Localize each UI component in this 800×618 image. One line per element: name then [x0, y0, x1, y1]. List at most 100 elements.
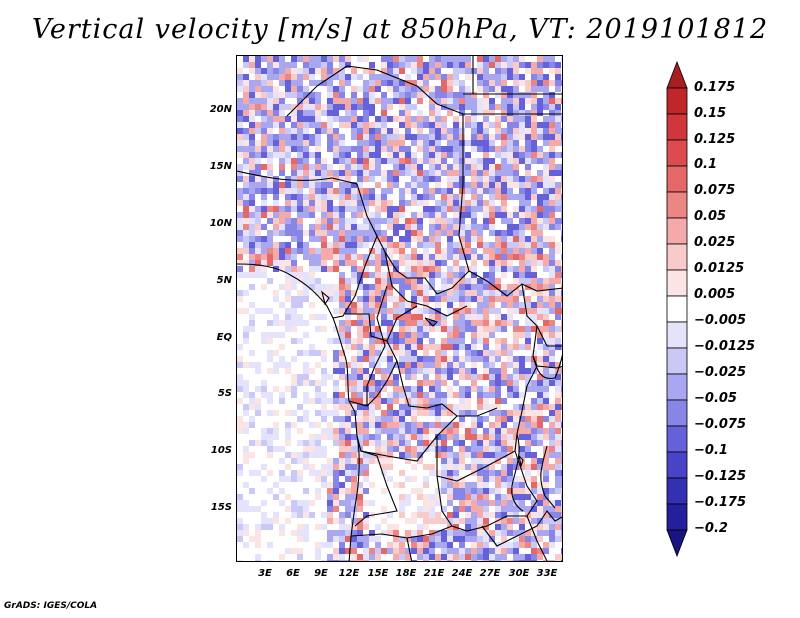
field-cell	[267, 236, 273, 242]
field-cell	[465, 110, 471, 116]
field-cell	[387, 524, 393, 530]
field-cell	[243, 74, 249, 80]
field-cell	[357, 302, 363, 308]
field-cell	[369, 374, 375, 380]
field-cell	[321, 230, 327, 236]
field-cell	[477, 350, 483, 356]
field-cell	[483, 272, 489, 278]
field-cell	[465, 116, 471, 122]
field-cell	[555, 404, 561, 410]
field-cell	[537, 80, 543, 86]
field-cell	[531, 392, 537, 398]
field-cell	[549, 416, 555, 422]
field-cell	[237, 434, 243, 440]
field-cell	[357, 380, 363, 386]
field-cell	[465, 398, 471, 404]
field-cell	[507, 434, 513, 440]
field-cell	[249, 560, 255, 561]
field-cell	[393, 242, 399, 248]
field-cell	[357, 470, 363, 476]
field-cell	[393, 134, 399, 140]
field-cell	[267, 62, 273, 68]
field-cell	[459, 506, 465, 512]
field-cell	[507, 524, 513, 530]
field-cell	[261, 92, 267, 98]
field-cell	[375, 464, 381, 470]
field-cell	[477, 188, 483, 194]
field-cell	[393, 344, 399, 350]
field-cell	[381, 134, 387, 140]
field-cell	[363, 362, 369, 368]
field-cell	[255, 350, 261, 356]
field-cell	[357, 188, 363, 194]
field-cell	[495, 224, 501, 230]
field-cell	[291, 236, 297, 242]
field-cell	[453, 332, 459, 338]
field-cell	[273, 536, 279, 542]
field-cell	[285, 548, 291, 554]
chart-title: Vertical velocity [m/s] at 850hPa, VT: 2…	[31, 14, 769, 45]
field-cell	[351, 446, 357, 452]
field-cell	[501, 272, 507, 278]
field-cell	[561, 146, 562, 152]
field-cell	[345, 464, 351, 470]
field-cell	[249, 104, 255, 110]
field-cell	[501, 542, 507, 548]
field-cell	[387, 80, 393, 86]
field-cell	[273, 506, 279, 512]
field-cell	[441, 116, 447, 122]
field-cell	[501, 110, 507, 116]
field-cell	[339, 68, 345, 74]
field-cell	[453, 56, 459, 62]
field-cell	[537, 296, 543, 302]
field-cell	[321, 140, 327, 146]
field-cell	[363, 308, 369, 314]
field-cell	[489, 272, 495, 278]
field-cell	[315, 110, 321, 116]
field-cell	[249, 446, 255, 452]
field-cell	[465, 278, 471, 284]
field-cell	[447, 80, 453, 86]
field-cell	[525, 356, 531, 362]
field-cell	[525, 350, 531, 356]
field-cell	[285, 374, 291, 380]
field-cell	[333, 62, 339, 68]
field-cell	[315, 290, 321, 296]
field-cell	[555, 230, 561, 236]
field-cell	[519, 518, 525, 524]
field-cell	[411, 146, 417, 152]
field-cell	[525, 326, 531, 332]
field-cell	[357, 182, 363, 188]
field-cell	[447, 512, 453, 518]
field-cell	[441, 536, 447, 542]
field-cell	[237, 290, 243, 296]
field-cell	[441, 488, 447, 494]
field-cell	[459, 146, 465, 152]
field-cell	[447, 200, 453, 206]
field-cell	[411, 548, 417, 554]
field-cell	[495, 536, 501, 542]
field-cell	[339, 434, 345, 440]
field-cell	[495, 350, 501, 356]
field-cell	[255, 356, 261, 362]
field-cell	[333, 536, 339, 542]
field-cell	[291, 218, 297, 224]
field-cell	[345, 530, 351, 536]
field-cell	[369, 380, 375, 386]
field-cell	[429, 362, 435, 368]
field-cell	[291, 482, 297, 488]
field-cell	[465, 134, 471, 140]
field-cell	[357, 506, 363, 512]
field-cell	[501, 74, 507, 80]
field-cell	[339, 290, 345, 296]
field-cell	[315, 470, 321, 476]
field-cell	[339, 554, 345, 560]
field-cell	[297, 98, 303, 104]
field-cell	[285, 92, 291, 98]
field-cell	[357, 200, 363, 206]
field-cell	[417, 74, 423, 80]
field-cell	[411, 440, 417, 446]
field-cell	[495, 410, 501, 416]
field-cell	[519, 386, 525, 392]
field-cell	[339, 182, 345, 188]
